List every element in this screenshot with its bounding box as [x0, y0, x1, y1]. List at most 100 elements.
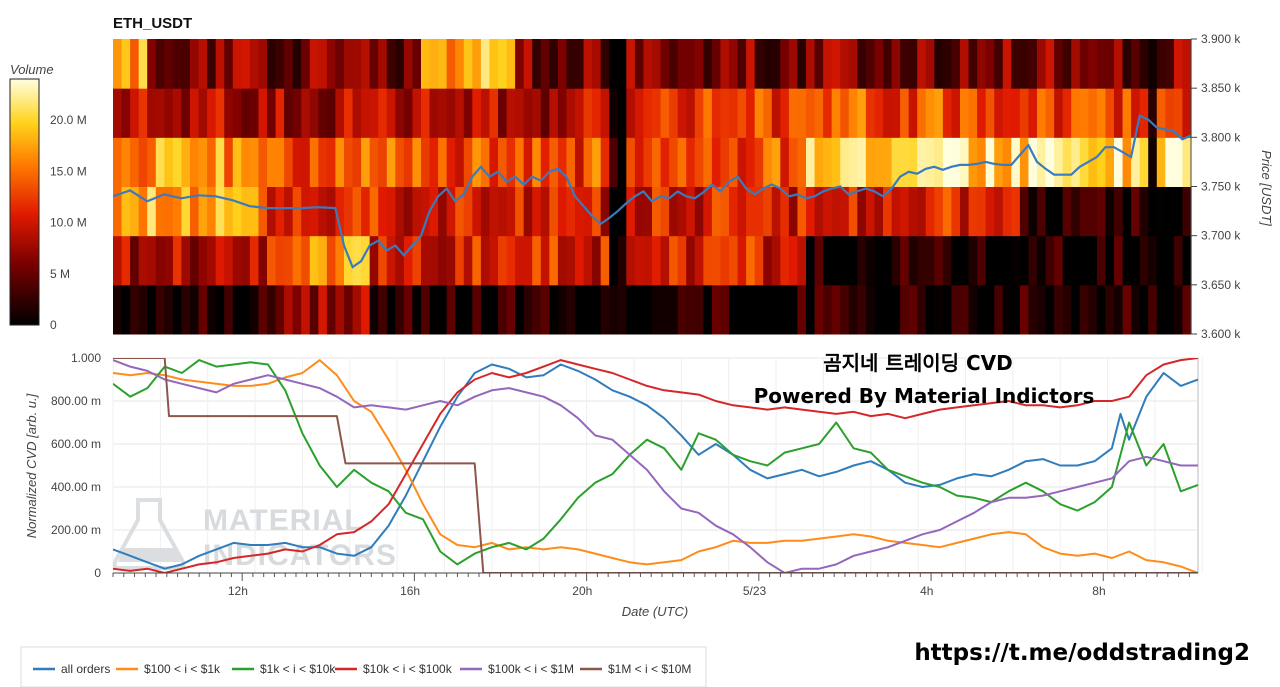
heatmap-cell [814, 284, 824, 335]
heatmap-cell [763, 88, 773, 138]
heatmap-cell [1019, 284, 1030, 335]
heatmap-cell [190, 186, 200, 237]
heatmap-cell [960, 235, 970, 286]
heatmap-cell [1079, 186, 1089, 237]
heatmap-cell [703, 235, 713, 286]
heatmap-cell [694, 284, 704, 335]
heatmap-cell [480, 186, 491, 237]
heatmap-cell [908, 186, 918, 237]
heatmap-cell [891, 284, 901, 335]
heatmap-cell [643, 284, 653, 335]
watermark-logo [112, 498, 186, 570]
heatmap-cell [532, 284, 542, 335]
heatmap-cell [138, 235, 148, 286]
heatmap-cell [1037, 235, 1047, 286]
heatmap-cell [249, 284, 260, 335]
heatmap-cell [960, 186, 970, 237]
heatmap-cell [763, 284, 773, 335]
heatmap-cell [797, 39, 807, 89]
heatmap-cell [172, 88, 183, 138]
heatmap-cell [249, 39, 260, 89]
heatmap-cell [908, 284, 918, 335]
heatmap-cell [660, 137, 670, 187]
cvd-series-line [113, 359, 1198, 566]
heatmap-cell [472, 284, 482, 335]
heatmap-cell [883, 137, 893, 187]
colorbar-tick-label: 0 [50, 318, 57, 332]
heatmap-cell [652, 186, 662, 237]
heatmap-cell [592, 39, 602, 89]
heatmap-cell [840, 137, 850, 187]
heatmap-cell [412, 235, 422, 286]
heatmap-cell [660, 88, 670, 138]
heatmap-cell [224, 284, 234, 335]
heatmap-cell [634, 137, 645, 187]
cvd-series-line [113, 358, 1198, 573]
heatmap-cell [848, 235, 858, 286]
heatmap-cell [549, 186, 559, 237]
heatmap-cell [840, 186, 850, 237]
heatmap-cell [797, 88, 807, 138]
heatmap-cell [455, 186, 465, 237]
heatmap-cell [1105, 235, 1115, 286]
heatmap-cell [977, 88, 987, 138]
heatmap-cell [395, 137, 405, 187]
heatmap-cell [455, 39, 465, 89]
heatmap-cell [1173, 88, 1184, 138]
heatmap-cell [977, 186, 987, 237]
heatmap-cell [489, 39, 499, 89]
price-tick-label: 3.700 k [1201, 229, 1241, 243]
heatmap-cell [232, 186, 242, 237]
telegram-link[interactable]: https://t.me/oddstrading2 [914, 640, 1250, 666]
heatmap-cell [1002, 284, 1012, 335]
heatmap-cell [669, 284, 679, 335]
heatmap-cell [720, 284, 730, 335]
heatmap-cell [951, 186, 961, 237]
heatmap-cell [823, 186, 833, 237]
heatmap-cell [138, 39, 148, 89]
heatmap-cell [865, 284, 876, 335]
heatmap-cell [181, 235, 191, 286]
heatmap-cell [806, 235, 816, 286]
heatmap-cell [344, 235, 354, 286]
heatmap-cell [249, 186, 260, 237]
heatmap-cell [1071, 284, 1081, 335]
heatmap-cell [968, 39, 978, 89]
heatmap-cell [874, 284, 884, 335]
heatmap-cell [1071, 235, 1081, 286]
heatmap-cell [403, 39, 414, 89]
heatmap-cell [609, 88, 619, 138]
heatmap-cell [1131, 39, 1141, 89]
heatmap-cell [669, 186, 679, 237]
heatmap-cell [181, 186, 191, 237]
heatmap-cell [737, 235, 747, 286]
heatmap-cell [446, 235, 456, 286]
heatmap-cell [917, 235, 927, 286]
cvd-x-axis-title: Date (UTC) [622, 604, 688, 619]
heatmap-cell [831, 88, 841, 138]
heatmap-cell [934, 235, 944, 286]
heatmap-cell [344, 39, 354, 89]
colorbar-tick-label: 15.0 M [50, 164, 87, 178]
heatmap-cell [489, 88, 499, 138]
heatmap-cell [694, 88, 704, 138]
heatmap-cell [754, 235, 764, 286]
heatmap-cell [1062, 39, 1072, 89]
heatmap-cell [1114, 186, 1124, 237]
heatmap-cell [258, 88, 268, 138]
heatmap-cell [806, 186, 816, 237]
heatmap-cell [925, 88, 935, 138]
heatmap-cell [865, 235, 876, 286]
heatmap-cell [686, 235, 696, 286]
heatmap-cell [617, 88, 627, 138]
heatmap-cell [412, 137, 422, 187]
heatmap-cell [190, 137, 200, 187]
heatmap-cell [1156, 88, 1166, 138]
heatmap-cell [275, 186, 285, 237]
heatmap-cell [215, 186, 225, 237]
heatmap-cell [523, 39, 533, 89]
heatmap-cell [737, 88, 747, 138]
heatmap-cell [746, 137, 756, 187]
heatmap-cell [498, 88, 508, 138]
heatmap-cell [215, 284, 225, 335]
